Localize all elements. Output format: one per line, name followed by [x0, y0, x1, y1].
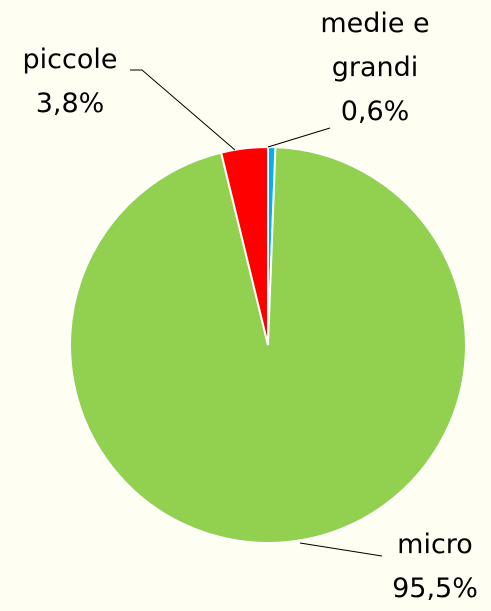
value-label: 0,6% [340, 96, 410, 127]
category-label: piccole [22, 44, 118, 75]
leader-line [299, 542, 383, 557]
leader-line [130, 69, 236, 151]
category-label: medie e grandi [320, 8, 430, 83]
slice-label: piccole 3,8% [0, 38, 140, 126]
slice-label: micro 95,5% [380, 523, 490, 611]
value-label: 3,8% [35, 88, 105, 119]
pie-slice [219, 145, 269, 346]
slice-label: medie e grandi 0,6% [295, 2, 455, 134]
value-label: 95,5% [392, 573, 478, 604]
category-label: micro [397, 529, 473, 560]
leader-line [267, 127, 331, 148]
